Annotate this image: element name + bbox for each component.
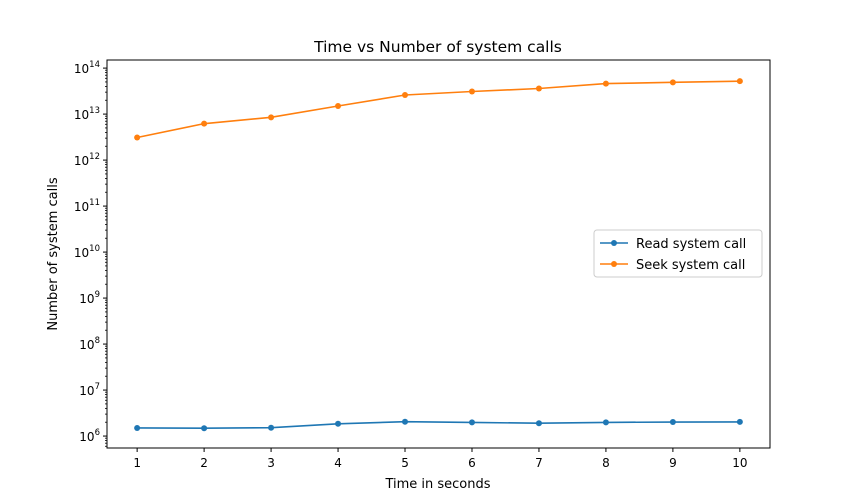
legend-marker: [611, 261, 617, 267]
x-tick-label: 3: [267, 456, 275, 470]
data-point: [736, 78, 743, 85]
y-tick-label: 109: [79, 290, 100, 306]
data-point: [201, 425, 208, 432]
y-tick-label: 108: [79, 336, 100, 352]
data-point: [602, 419, 609, 426]
data-point: [134, 134, 141, 141]
x-tick-label: 8: [602, 456, 610, 470]
data-point: [736, 418, 743, 425]
data-point: [335, 102, 342, 109]
legend-label: Read system call: [636, 237, 746, 252]
data-point: [402, 92, 409, 99]
legend: Read system call Seek system call: [593, 229, 763, 278]
chart-title: Time vs Number of system calls: [313, 38, 562, 56]
y-tick-label: 1010: [74, 244, 100, 260]
data-point: [268, 424, 275, 431]
x-tick-label: 2: [200, 456, 208, 470]
y-axis-title: Number of system calls: [46, 177, 61, 330]
plot-area-frame: [106, 59, 771, 449]
y-tick-label: 1012: [74, 152, 100, 168]
x-tick-label: 10: [732, 456, 747, 470]
series-1: [134, 418, 743, 432]
data-point: [134, 424, 141, 431]
legend-label: Seek system call: [636, 258, 745, 273]
legend-marker: [611, 240, 617, 246]
data-point: [535, 85, 542, 92]
series-line: [137, 420, 740, 430]
data-point: [602, 80, 609, 87]
series-layer: [134, 78, 743, 432]
data-point: [669, 419, 676, 426]
legend-box: [593, 229, 763, 278]
data-point: [468, 88, 475, 95]
data-point: [669, 79, 676, 86]
data-point: [201, 120, 208, 127]
y-tick-label: 107: [79, 382, 100, 398]
data-point: [468, 419, 475, 426]
data-point: [535, 420, 542, 427]
x-tick-label: 1: [133, 456, 141, 470]
x-axis-title: Time in seconds: [384, 477, 490, 492]
data-point: [335, 420, 342, 427]
x-tick-label: 6: [468, 456, 476, 470]
x-tick-label: 7: [535, 456, 543, 470]
y-tick-label: 106: [79, 428, 100, 444]
series-line: [136, 80, 740, 139]
x-tick-label: 4: [334, 456, 342, 470]
y-tick-label: 1011: [74, 198, 100, 214]
axis-ticks: 1 2 3 4 5 6 7 8 9 10 106 107 108 109 1010 1011 1012 1013 1…: [74, 60, 748, 470]
y-tick-label: 1014: [74, 60, 100, 76]
data-point: [402, 418, 409, 425]
series-2: [134, 78, 743, 141]
y-tick-label: 1013: [74, 106, 100, 122]
data-point: [268, 114, 275, 121]
x-tick-label: 5: [401, 456, 409, 470]
x-tick-label: 9: [669, 456, 677, 470]
